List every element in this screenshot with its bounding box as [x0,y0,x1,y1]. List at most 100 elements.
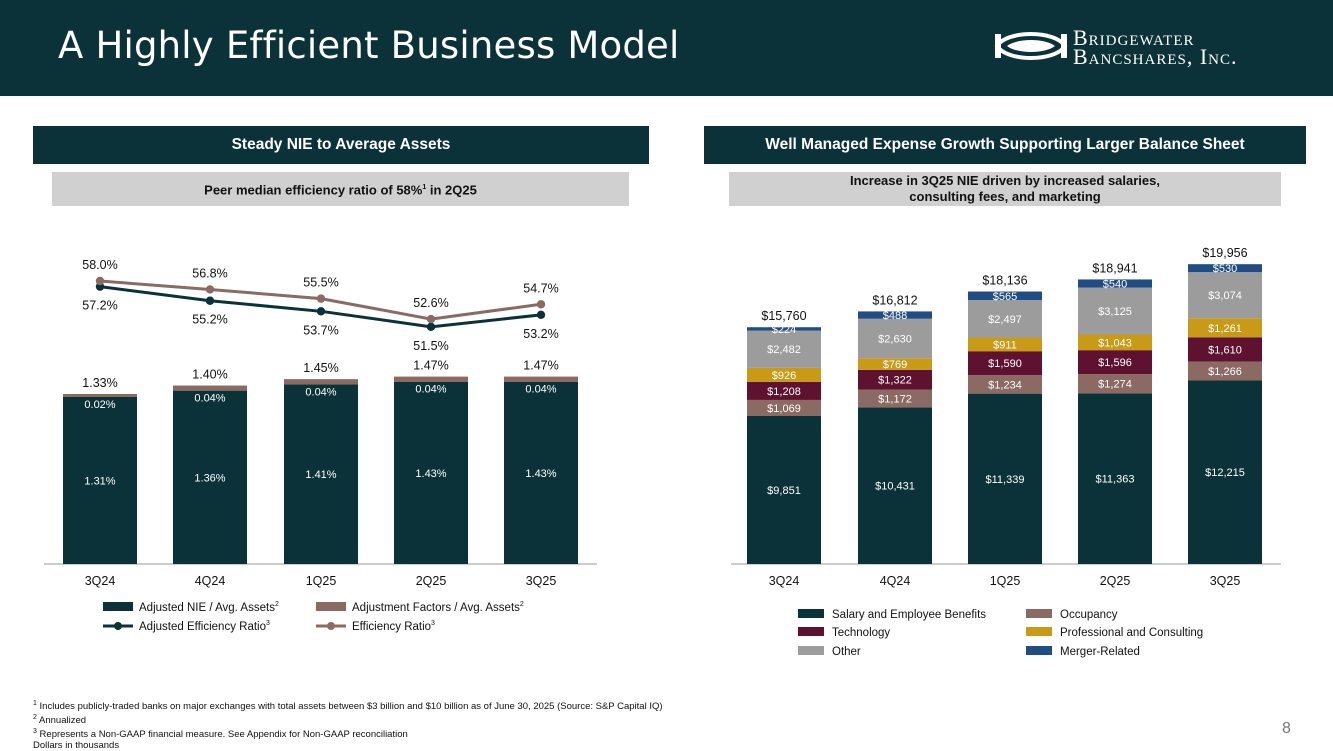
label-adjusted-efficiency: 53.2% [523,327,558,341]
bar-adjustment-factors [504,376,578,382]
legend-adjusted-efficiency-ratio: Adjusted Efficiency Ratio3 [103,620,270,633]
segment-value-label: $769 [883,359,907,371]
bar-total-label: 1.33% [82,376,117,390]
bar-segment-technology [1188,337,1262,362]
bar-segment-merger-related [858,311,932,319]
legend-adjustment-factors: Adjustment Factors / Avg. Assets2 [316,601,524,614]
bar-total-label: 1.47% [413,359,448,373]
bar-segment-salary-and-employee-benefits [747,416,821,564]
bar-total-label: 1.45% [303,361,338,375]
segment-value-label: $530 [1213,263,1237,275]
nie-expense-chart: $9,851 $1,069 $1,208 $926 $2,482 $224$15,760 3… [731,246,1281,658]
point-efficiency [95,276,105,286]
label-efficiency: 55.5% [303,276,338,290]
legend-merger-related-swatch [1026,646,1052,655]
point-adjusted-efficiency [205,296,215,305]
legend-adjusted-efficiency-ratio-swatch-dot [114,622,122,630]
x-tick-label: 2Q25 [416,574,447,588]
footnote-3: 3 Represents a Non-GAAP financial measur… [33,728,408,741]
x-tick-label: 3Q25 [1210,574,1241,588]
bridge-logo-icon [994,32,1068,60]
bar-segment-other [968,300,1042,338]
bar-segment-salary-and-employee-benefits [1188,380,1262,564]
bar-segment-other [1188,272,1262,319]
legend-salary-and-employee-benefits-label: Salary and Employee Benefits [832,609,986,621]
legend-other: Other [798,646,861,658]
bar-label-adjusted-nie: 1.31% [84,476,115,488]
legend-adjusted-efficiency-ratio-label: Adjusted Efficiency Ratio3 [139,620,270,633]
bar-total-label: $18,136 [982,274,1027,288]
bar-segment-technology [858,369,932,390]
legend-technology-label: Technology [832,627,890,639]
segment-value-label: $10,431 [875,481,915,493]
point-adjusted-efficiency [426,322,436,332]
segment-value-label: $1,208 [767,386,801,398]
legend-adjustment-factors-swatch [316,602,346,611]
legend-occupancy-swatch [1026,609,1052,618]
legend-other-swatch [798,646,824,655]
bar-adjustment-factors [284,379,358,385]
bar-adjustment-factors [173,385,247,391]
segment-value-label: $3,074 [1208,290,1242,302]
page-title: A Highly Efficient Business Model [58,24,680,67]
legend-efficiency-ratio-swatch-dot [327,622,335,630]
footnote-1: 1 Includes publicly-traded banks on majo… [33,700,663,713]
segment-value-label: $1,274 [1098,379,1132,391]
legend-adjustment-factors-label: Adjustment Factors / Avg. Assets2 [352,601,524,614]
bar-adjusted-nie [394,381,468,564]
bar-segment-merger-related [1188,264,1262,273]
legend-technology-swatch [798,627,824,636]
point-adjusted-efficiency [316,307,326,316]
segment-value-label: $1,234 [988,379,1022,391]
label-efficiency: 52.6% [413,296,448,310]
bar-segment-professional-and-consulting [747,367,821,382]
footnotes: 1 Includes publicly-traded banks on majo… [33,698,663,751]
left-subheader-suffix: in 2Q25 [426,182,477,198]
bar-label-adjustment: 0.04% [194,393,225,405]
right-section-header: Well Managed Expense Growth Supporting L… [704,126,1306,164]
left-section-header: Steady NIE to Average Assets [33,126,649,164]
segment-value-label: $1,590 [988,358,1022,370]
bar-segment-salary-and-employee-benefits [968,393,1042,564]
legend-adjusted-nie: Adjusted NIE / Avg. Assets2 [103,601,279,614]
left-subheader-text: Peer median efficiency ratio of 58% [204,182,423,198]
bar-segment-other [858,318,932,359]
legend-occupancy: Occupancy [1026,609,1118,621]
legend-efficiency-ratio-label: Efficiency Ratio3 [352,620,435,633]
segment-value-label: $488 [883,310,907,322]
x-tick-label: 3Q25 [526,574,557,588]
bar-segment-professional-and-consulting [968,337,1042,352]
label-adjusted-efficiency: 51.5% [413,339,448,353]
x-tick-label: 2Q25 [1100,574,1131,588]
point-efficiency [316,294,326,303]
label-adjusted-efficiency: 55.2% [192,313,227,327]
point-efficiency [536,300,546,309]
bar-segment-occupancy [968,375,1042,394]
footnote-2: 2 Annualized [33,714,87,727]
legend-professional-and-consulting: Professional and Consulting [1026,627,1203,639]
page-number: 8 [1282,720,1291,737]
segment-value-label: $2,630 [878,334,912,346]
footnote-4: Dollars in thousands [33,740,120,751]
legend-professional-and-consulting-label: Professional and Consulting [1060,627,1203,639]
line-adjusted-efficiency-ratio [99,285,542,329]
bar-segment-professional-and-consulting [1188,318,1262,338]
bar-total-label: $15,760 [761,309,806,323]
x-tick-label: 1Q25 [990,574,1021,588]
bar-total-label: 1.40% [192,368,227,382]
segment-value-label: $1,172 [878,393,912,405]
bar-label-adjusted-nie: 1.43% [525,468,556,480]
legend-occupancy-label: Occupancy [1060,609,1118,621]
bar-segment-occupancy [1188,361,1262,381]
right-subheader-line2: consulting fees, and marketing [909,189,1101,204]
label-efficiency: 56.8% [192,266,227,280]
bar-segment-occupancy [1078,374,1152,394]
company-logo: Bridgewater Bancshares, Inc. [993,26,1273,72]
point-efficiency [426,314,436,324]
title-bar: A Highly Efficient Business Model Bridge… [0,0,1333,96]
bar-label-adjustment: 0.02% [84,399,115,411]
legend-other-label: Other [832,646,861,658]
legend-merger-related-label: Merger-Related [1060,646,1140,658]
bar-total-label: $16,812 [872,293,917,307]
bar-segment-occupancy [858,389,932,408]
